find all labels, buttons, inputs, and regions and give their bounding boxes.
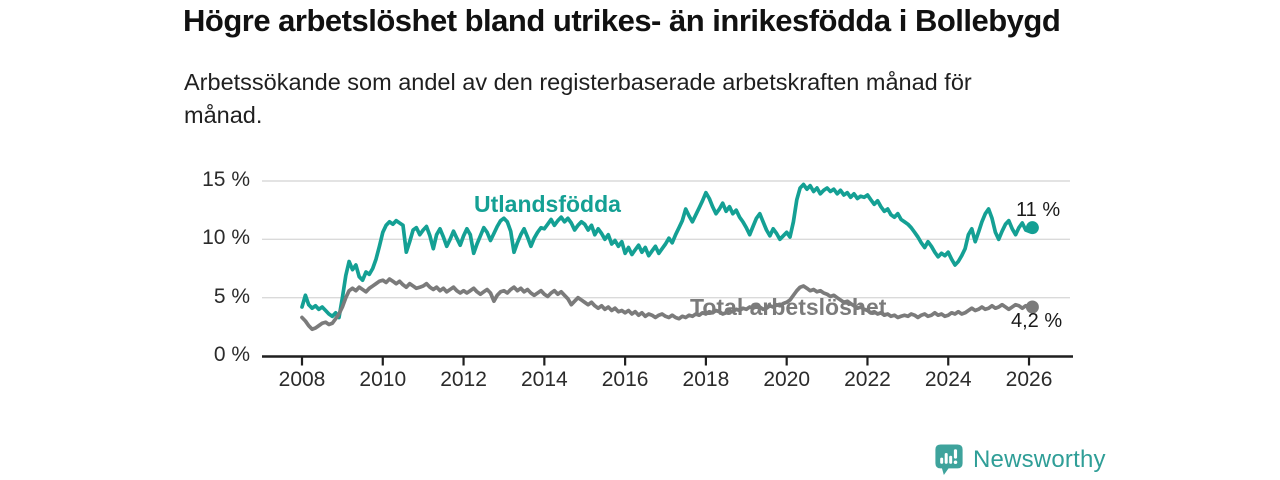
series-end-dot-total-arbetsloshet bbox=[1025, 300, 1039, 314]
page-title: Högre arbetslöshet bland utrikes- än inr… bbox=[183, 3, 1061, 38]
page-subtitle: Arbetssökande som andel av den registerb… bbox=[184, 69, 972, 128]
x-axis-label: 2022 bbox=[844, 368, 891, 391]
x-axis-label: 2016 bbox=[601, 368, 649, 391]
series-label-utlandsfodda: Utlandsfödda bbox=[474, 191, 621, 217]
newsworthy-brand-text: Newsworthy bbox=[973, 445, 1106, 473]
series-end-dot-utlandsfodda bbox=[1025, 221, 1039, 235]
x-axis-label: 2008 bbox=[278, 368, 326, 391]
x-axis-label: 2020 bbox=[763, 368, 811, 391]
y-axis-label: 10 % bbox=[202, 226, 250, 250]
x-axis-label: 2026 bbox=[1005, 368, 1053, 391]
series-line-total-arbetsloshet bbox=[300, 277, 1035, 332]
y-axis-label: 15 % bbox=[202, 168, 250, 191]
x-axis-label: 2012 bbox=[440, 368, 487, 391]
newsworthy-logo: Newsworthy bbox=[934, 443, 1106, 476]
x-axis-label: 2014 bbox=[520, 368, 568, 391]
y-axis-label: 0 % bbox=[213, 343, 250, 366]
y-axis-label: 5 % bbox=[213, 284, 250, 308]
x-axis-label: 2018 bbox=[682, 368, 730, 391]
end-value-label-total-arbetsloshet: 4,2 % bbox=[1011, 310, 1063, 332]
end-value-label-utlandsfodda: 11 % bbox=[1016, 199, 1061, 221]
series-line-utlandsfodda bbox=[300, 182, 1035, 320]
x-axis-label: 2024 bbox=[924, 368, 972, 391]
x-axis-label: 2010 bbox=[359, 368, 407, 391]
newsworthy-logo-icon bbox=[935, 444, 963, 475]
series-label-total-arbetsloshet: Total arbetslöshet bbox=[690, 294, 887, 320]
